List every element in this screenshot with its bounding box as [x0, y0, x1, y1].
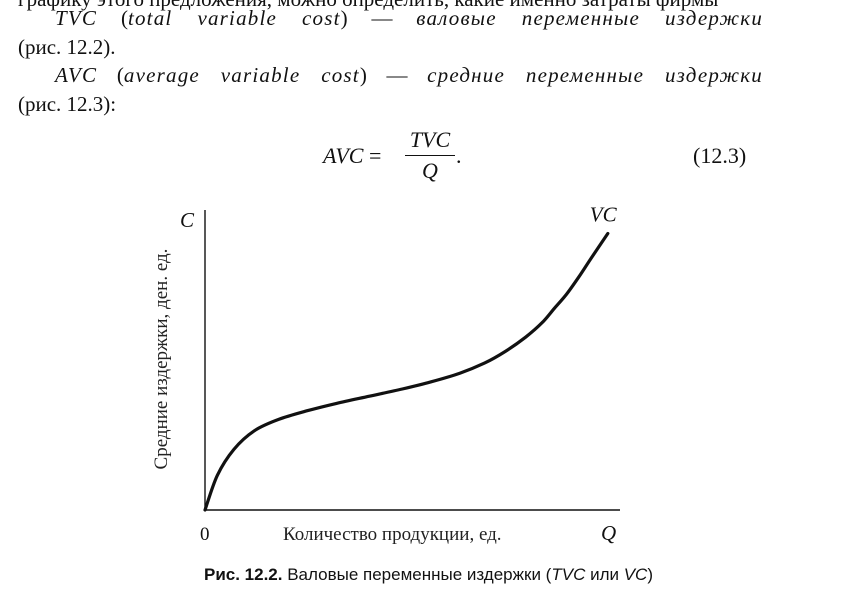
avc-definition: средние переменные издержки	[427, 63, 763, 87]
vc-chart: C Q 0 Количество продукции, ед. VC	[180, 203, 620, 545]
avc-abbr: AVC	[55, 63, 98, 87]
avc-definition-line: AVC (average variable cost) — средние пе…	[55, 63, 763, 87]
tvc-definition: валовые переменные издержки	[416, 6, 764, 30]
tvc-abbr: TVC	[55, 6, 98, 30]
avc-full-term: average variable cost	[123, 63, 360, 87]
cropped-line-text: графику этого предложения, можно определ…	[18, 0, 718, 11]
formula-lhs: AVC =	[323, 143, 381, 169]
caption-text: )	[647, 565, 653, 584]
x-axis-label: Количество продукции, ед.	[283, 524, 502, 545]
caption-tvc: TVC	[551, 565, 586, 584]
formula-period: .	[456, 143, 462, 168]
formula-lhs-symbol: AVC	[323, 143, 364, 168]
equation-number: (12.3)	[693, 143, 747, 168]
caption-text: Валовые переменные издержки (	[282, 565, 552, 584]
figure-caption: Рис. 12.2. Валовые переменные издержки (…	[0, 565, 857, 585]
paren-close: )	[340, 6, 348, 30]
text-line: (рис. 12.3):	[18, 92, 763, 116]
cropped-top-line: графику этого предложения, можно определ…	[18, 0, 763, 11]
dash: —	[386, 63, 408, 87]
caption-text: или	[585, 565, 624, 584]
series-label-vc: VC	[590, 203, 618, 227]
formula-fraction: TVC Q	[405, 127, 455, 184]
paren-open: (	[120, 6, 128, 30]
dash: —	[371, 6, 393, 30]
formula-denominator: Q	[422, 158, 438, 183]
paren-close: )	[359, 63, 367, 87]
fraction-bar	[405, 155, 455, 156]
origin-label: 0	[200, 524, 210, 545]
figure-reference: (рис. 12.3):	[18, 92, 117, 116]
caption-vc: VC	[623, 565, 648, 584]
tvc-definition-line: TVC (total variable cost) — валовые пере…	[55, 6, 763, 30]
formula-equals: =	[368, 143, 382, 168]
figure-reference: (рис. 12.2).	[18, 35, 116, 59]
tvc-full-term: total variable cost	[127, 6, 341, 30]
formula-numerator: TVC	[409, 127, 451, 152]
x-axis-symbol: Q	[601, 521, 616, 545]
y-axis-symbol: C	[180, 208, 195, 232]
caption-label: Рис. 12.2.	[203, 565, 283, 584]
paren-open: (	[116, 63, 124, 87]
text-line: (рис. 12.2).	[18, 35, 763, 59]
vc-curve	[203, 231, 610, 512]
